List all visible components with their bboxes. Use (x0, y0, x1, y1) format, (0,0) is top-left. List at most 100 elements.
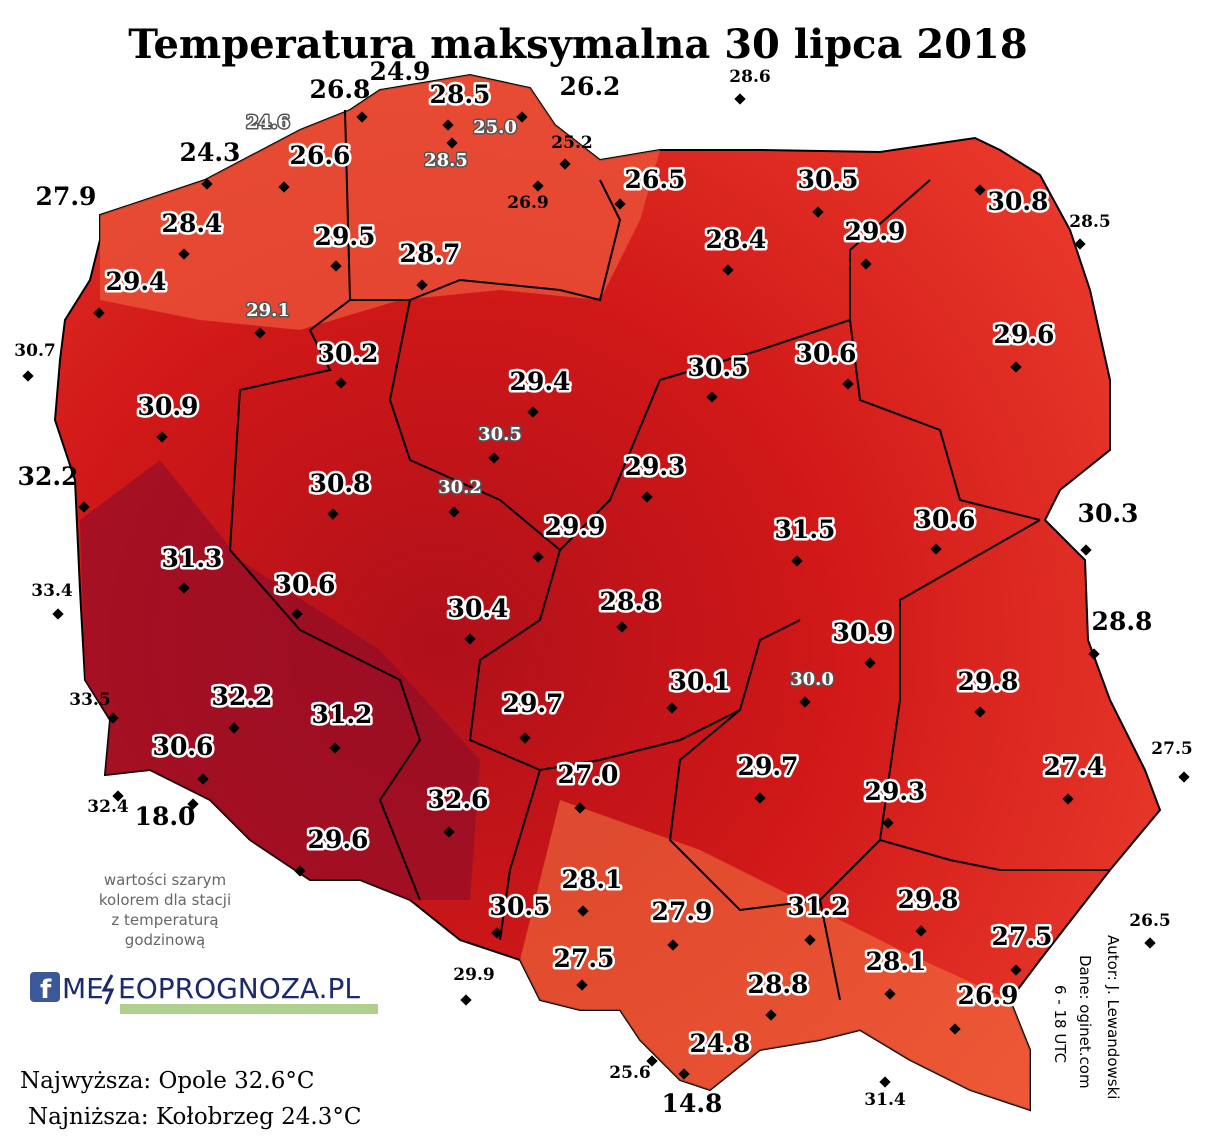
station-value: 29.3 (625, 452, 686, 481)
summary-highest: Najwyższa: Opole 32.6°C (20, 1068, 314, 1094)
station-marker (641, 491, 653, 503)
station-value: 28.6 (729, 67, 770, 87)
title: Temperatura maksymalna 30 lipca 2018 (128, 21, 1027, 68)
note: wartości szarym kolorem dla stacji z tem… (99, 871, 231, 949)
station-value: 30.5 (688, 353, 749, 382)
station-marker (1010, 964, 1022, 976)
credit-line: Dane: oginet.com (1076, 955, 1094, 1089)
station-marker (1074, 238, 1086, 250)
station-value: 32.6 (428, 785, 489, 814)
station-value: 30.1 (670, 667, 731, 696)
station-marker (1062, 793, 1074, 805)
station-marker (294, 865, 306, 877)
note-line: godzinową (125, 931, 205, 949)
station-value: 28.5 (424, 150, 468, 171)
station-marker (156, 431, 168, 443)
station-marker (201, 178, 213, 190)
station-marker (187, 798, 199, 810)
station-marker (527, 406, 539, 418)
station-value: 29.7 (738, 752, 799, 781)
station-value: 28.4 (706, 225, 767, 254)
station-value: 33.4 (31, 581, 73, 601)
station-value: 27.9 (36, 182, 97, 211)
station-marker (1080, 544, 1092, 556)
station-marker (254, 327, 266, 339)
station-value: 29.6 (994, 320, 1055, 349)
station-marker (574, 802, 586, 814)
station-value: 30.5 (490, 892, 551, 921)
station-marker (576, 979, 588, 991)
station-marker (884, 988, 896, 1000)
facebook-f: f (40, 975, 52, 1005)
station-value: 26.8 (310, 75, 371, 104)
station-value: 28.5 (1069, 212, 1110, 232)
station-value: 28.5 (430, 80, 491, 109)
station-value: 24.8 (690, 1029, 751, 1058)
station-marker (416, 279, 428, 291)
station-value: 31.2 (312, 700, 373, 729)
logo-bolt (101, 974, 115, 1005)
station-marker (974, 184, 986, 196)
station-value: 26.2 (560, 72, 621, 101)
station-value: 27.5 (554, 944, 615, 973)
southwest-region (80, 460, 480, 900)
station-value: 30.4 (448, 594, 509, 623)
station-value: 30.7 (14, 341, 55, 361)
stations: 26.824.928.5 26.2 28.624.6 25.025.228.524.3… (14, 57, 1192, 1118)
station-value: 30.6 (153, 732, 214, 761)
station-value: 30.8 (310, 469, 371, 498)
note-line: kolorem dla stacji (99, 891, 231, 909)
station-marker (842, 378, 854, 390)
station-value: 30.5 (798, 165, 859, 194)
station-marker (519, 732, 531, 744)
station-marker (532, 551, 544, 563)
station-marker (754, 792, 766, 804)
station-marker (559, 158, 571, 170)
station-value: 29.7 (503, 689, 564, 718)
station-value: 14.8 (662, 1089, 723, 1118)
station-value: 28.7 (400, 239, 461, 268)
station-marker (791, 555, 803, 567)
station-value: 30.5 (478, 424, 522, 445)
station-marker (488, 452, 500, 464)
station-marker (765, 1009, 777, 1021)
station-marker (804, 934, 816, 946)
station-value: 29.4 (510, 367, 571, 396)
station-value: 32.2 (212, 682, 273, 711)
station-value: 29.8 (898, 885, 959, 914)
station-marker (330, 260, 342, 272)
station-value: 30.6 (275, 570, 336, 599)
station-value: 29.9 (453, 965, 494, 985)
station-marker (734, 93, 746, 105)
station-value: 29.6 (308, 825, 369, 854)
logo-strip (120, 1004, 378, 1014)
station-marker (616, 621, 628, 633)
station-marker (678, 1068, 690, 1080)
station-value: 30.6 (915, 505, 976, 534)
station-marker (443, 826, 455, 838)
station-value: 27.0 (558, 760, 619, 789)
station-marker (879, 1076, 891, 1088)
station-marker (1144, 937, 1156, 949)
facebook-icon (30, 972, 60, 1002)
station-value: 30.8 (988, 187, 1049, 216)
station-marker (335, 377, 347, 389)
station-marker (278, 181, 290, 193)
station-value: 27.5 (992, 922, 1053, 951)
station-value: 26.9 (507, 193, 548, 213)
station-marker (706, 391, 718, 403)
station-value: 30.3 (1078, 499, 1139, 528)
credit-line: Autor: J. Lewandowski (1104, 935, 1122, 1099)
note-line: wartości szarym (104, 871, 226, 889)
station-value: 28.1 (866, 947, 927, 976)
station-marker (491, 927, 503, 939)
station-value: 29.1 (246, 300, 290, 321)
station-value: 31.4 (864, 1090, 906, 1110)
station-marker (52, 608, 64, 620)
station-value: 27.9 (652, 897, 713, 926)
station-marker (646, 1055, 658, 1067)
station-marker (882, 817, 894, 829)
station-value: 30.9 (833, 618, 894, 647)
station-value: 32.2 (18, 462, 79, 491)
